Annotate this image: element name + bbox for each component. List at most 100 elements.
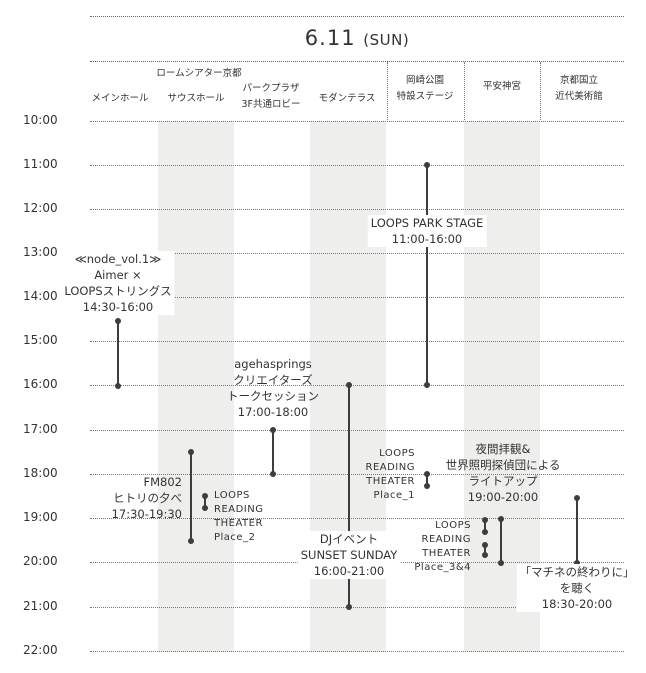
hour-rule [90,253,624,254]
event-reading-place2: LOOPS READING THEATER Place_2 [211,489,267,545]
event-time: 18:30-20:00 [541,597,613,611]
event-loops-park-stage: LOOPS PARK STAGE 11:00-16:00 [367,215,487,247]
event-line: THEATER [422,548,471,559]
event-fm802: FM802 ヒトリの夕べ 17:30-19:30 [109,474,185,522]
event-line: SUNSET SUNDAY [300,548,398,562]
hour-label: 19:00 [23,510,58,524]
event-bar [348,385,350,607]
venue-momak: 京都国立 近代美術館 [540,73,618,105]
hour-label: 13:00 [23,245,58,259]
venue-separator [464,62,465,120]
hour-label: 16:00 [23,377,58,391]
event-line: agehasprings [234,357,312,371]
hour-rule [90,121,624,122]
venue-separator [540,62,541,120]
event-dot [424,471,430,477]
event-line: トークセッション [227,389,319,403]
event-bar [484,545,486,554]
header-date-rule [90,61,624,62]
event-dot [498,560,504,566]
venue-main-hall: メインホール [91,93,149,104]
event-line: 世界照明探偵団による [445,458,561,472]
event-dj-sunset-sunday: DJイベント SUNSET SUNDAY 16:00-21:00 [297,531,401,579]
event-line: 夜間拝観& [475,442,531,456]
event-bar [576,498,578,563]
event-line: READING [421,534,471,545]
day-of-week: (SUN) [363,31,410,49]
event-bar [426,474,428,486]
event-bar [272,430,274,474]
event-dot [188,538,194,544]
event-place: Place_3&4 [414,562,471,573]
hour-rule [90,297,624,298]
hour-rule [90,385,624,386]
venue-separator [387,62,388,120]
event-dot [202,493,208,499]
event-dot [346,382,352,388]
event-dot [115,318,121,324]
venue-momak-line1: 京都国立 [559,75,598,86]
event-dot [482,517,488,523]
event-bar [500,519,502,563]
event-line: THEATER [214,518,263,529]
event-line: を聴く [559,581,595,595]
hour-label: 10:00 [23,113,58,127]
event-line: LOOPS [379,448,415,459]
event-line: ヒトリの夕べ [113,491,182,505]
hour-rule [90,651,624,652]
event-place: Place_1 [373,490,415,501]
event-dot [574,495,580,501]
event-line: THEATER [366,476,415,487]
event-line: DJイベント [319,532,379,546]
event-place: Place_2 [214,532,256,543]
event-line: LOOPSストリングス [64,284,172,298]
event-reading-place3-4: LOOPS READING THEATER Place_3&4 [411,519,474,575]
event-line: クリエイターズ [233,373,313,387]
venue-heian-jingu: 平安神宮 [482,81,521,92]
event-dot [270,471,276,477]
event-time: 19:00-20:00 [467,490,539,504]
venue-park-plaza-line1: パークプラザ [242,83,300,94]
event-time: 17:30-19:30 [111,507,182,521]
venue-momak-line2: 近代美術館 [555,91,603,102]
event-machine-no-owari: 「マチネの終わりに」 を聴く 18:30-20:00 [516,564,638,612]
column-shade-south-hall [158,121,234,652]
event-dot [424,483,430,489]
hour-rule [90,518,624,519]
event-line: ライトアップ [468,474,538,488]
venue-okazaki-park-line1: 岡崎公園 [405,75,444,86]
hour-rule [90,607,624,608]
hour-rule [90,474,624,475]
event-dot [482,552,488,558]
event-dot [574,560,580,566]
hour-label: 15:00 [23,333,58,347]
venue-okazaki-park: 岡崎公園 特設ステージ [386,73,464,105]
hour-label: 12:00 [23,201,58,215]
event-dot [498,516,504,522]
date-value: 6.11 [304,26,356,50]
event-line: READING [214,504,264,515]
hour-rule [90,165,624,166]
event-reading-place1: LOOPS READING THEATER Place_1 [363,447,419,503]
header-top-rule [90,16,624,17]
date-heading: 6.11 (SUN) [90,26,624,50]
event-dot [115,383,121,389]
event-dot [482,529,488,535]
event-bar [426,165,428,385]
event-dot [270,427,276,433]
hour-rule [90,341,624,342]
event-line: READING [365,462,415,473]
venue-south-hall: サウスホール [167,93,225,104]
event-dot [188,449,194,455]
venue-park-plaza-line2: 3F共通ロビー [241,99,301,110]
event-line: LOOPS PARK STAGE [370,216,484,230]
hour-label: 18:00 [23,466,58,480]
venue-modern-terrace: モダンテラス [318,93,376,104]
event-dot [424,162,430,168]
event-dot [346,604,352,610]
event-line: ≪node_vol.1≫ [74,252,162,266]
hour-rule [90,430,624,431]
event-node-vol1: ≪node_vol.1≫ Aimer × LOOPSストリングス 14:30-1… [61,251,175,315]
event-line: LOOPS [214,490,250,501]
